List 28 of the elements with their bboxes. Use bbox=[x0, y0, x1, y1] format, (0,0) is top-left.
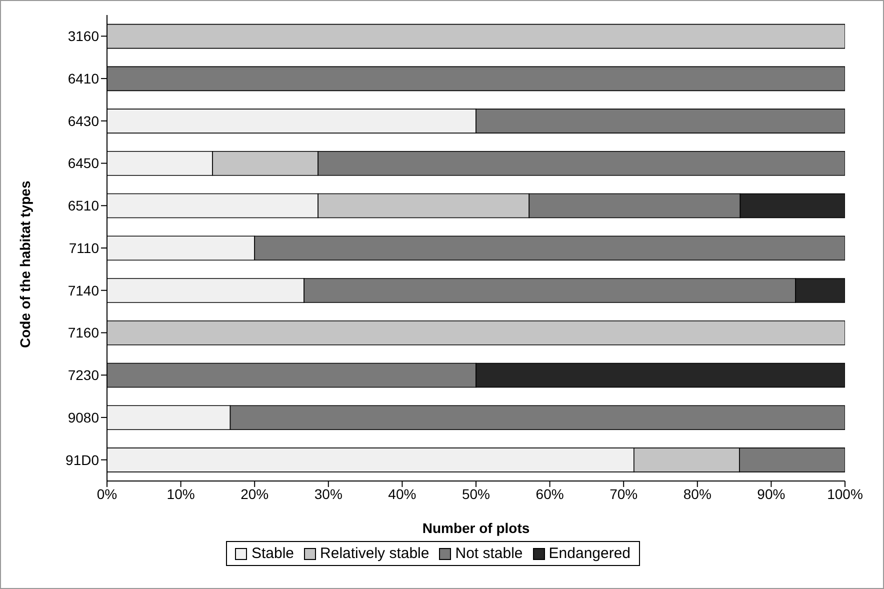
y-tick-label: 91D0 bbox=[66, 452, 100, 468]
x-tick-label: 20% bbox=[240, 486, 269, 502]
x-axis-title: Number of plots bbox=[422, 520, 530, 536]
x-tick-label: 40% bbox=[388, 486, 416, 502]
x-tick-label: 50% bbox=[462, 486, 490, 502]
legend-label: Stable bbox=[251, 545, 294, 562]
y-tick-label: 7230 bbox=[68, 367, 100, 384]
y-tick-label: 6430 bbox=[68, 112, 100, 129]
legend-label: Relatively stable bbox=[320, 545, 430, 562]
x-tick-label: 60% bbox=[536, 486, 564, 502]
x-tick-label: 80% bbox=[683, 486, 712, 502]
y-tick-label: 6410 bbox=[68, 70, 100, 87]
y-tick-label: 9080 bbox=[68, 409, 100, 426]
x-tick-label: 30% bbox=[314, 486, 342, 502]
y-tick-label: 7110 bbox=[68, 240, 100, 256]
y-tick-label: 3160 bbox=[68, 28, 100, 44]
x-tick-label: 90% bbox=[757, 486, 786, 502]
x-tick-label: 100% bbox=[827, 486, 863, 502]
legend-label: Not stable bbox=[455, 545, 523, 562]
x-tick-label: 70% bbox=[610, 486, 638, 502]
x-tick-label: 0% bbox=[96, 486, 118, 502]
y-tick-label: 6450 bbox=[68, 155, 100, 172]
y-tick-label: 6510 bbox=[68, 198, 100, 214]
y-tick-label: 7140 bbox=[68, 282, 100, 298]
y-tick-label: 7160 bbox=[68, 324, 100, 341]
legend-label: Endangered bbox=[548, 545, 631, 562]
y-axis-title: Code of the habitat types bbox=[16, 180, 33, 348]
x-tick-label: 10% bbox=[166, 486, 195, 502]
